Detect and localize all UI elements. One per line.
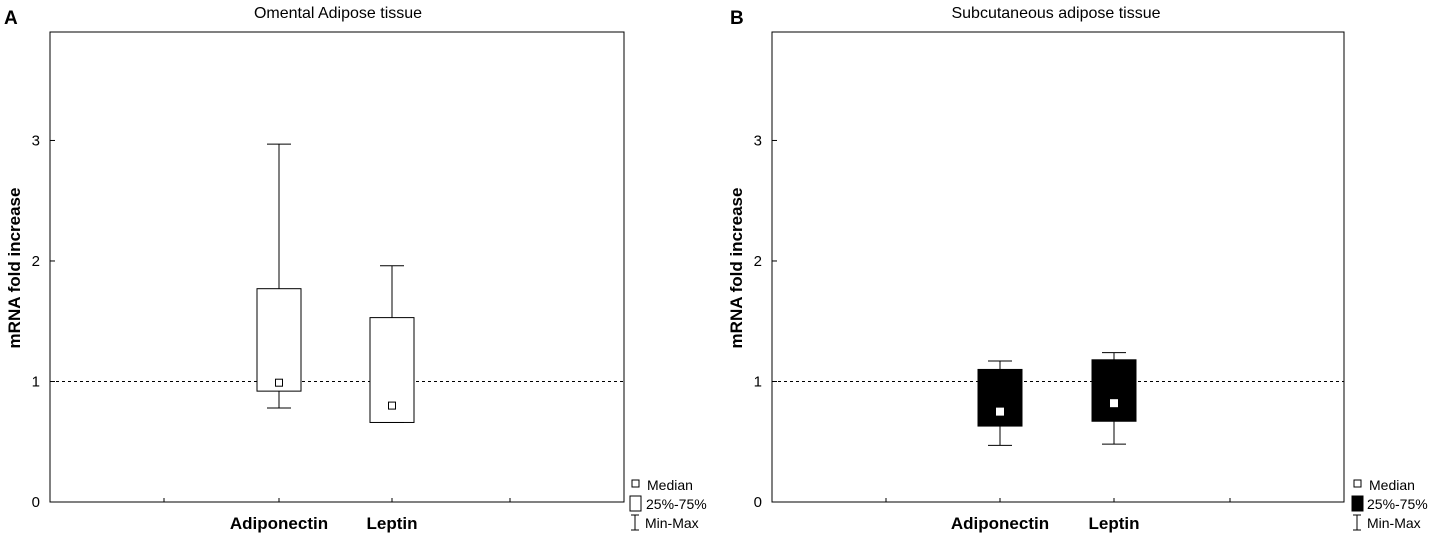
panel-b-letter: B	[730, 8, 744, 29]
panel-b-legend-median-label: Median	[1369, 477, 1415, 493]
panel-b-legend-box-label: 25%-75%	[1367, 496, 1428, 512]
panel-a-legend-median-label: Median	[647, 477, 693, 493]
panel-a-leptin-median-marker	[388, 401, 396, 410]
panel-b-adiponectin-box-group	[977, 360, 1023, 446]
panel-a-leptin-box-group	[369, 265, 415, 423]
panel-a-plot: 0 1 2 3 Adiponectin Leptin	[32, 31, 625, 533]
panel-b-y-tick-label: 3	[754, 132, 762, 149]
panel-a-letter: A	[4, 8, 18, 29]
panel-a-adiponectin-median-marker	[275, 378, 283, 387]
panel-a-legend: Median 25%-75% Min-Max	[629, 477, 707, 531]
panel-a-y-tick-label: 0	[32, 494, 40, 511]
panel-a-legend-box-label: 25%-75%	[646, 496, 707, 512]
panel-a-y-axis-label: mRNA fold increase	[5, 188, 24, 349]
panel-b-leptin-median-marker	[1110, 399, 1118, 408]
panel-a-x-category-label: Leptin	[367, 514, 418, 533]
panel-a-title: Omental Adipose tissue	[254, 5, 422, 22]
panel-b-y-axis-label: mRNA fold increase	[727, 188, 746, 349]
panel-b-adiponectin-median-marker	[996, 407, 1004, 416]
panel-a-legend-box-swatch	[629, 495, 642, 512]
panel-a-legend-whisker-label: Min-Max	[645, 515, 699, 531]
panel-b-adiponectin-iqr-box	[977, 368, 1023, 427]
panel-b-legend-whisker-label: Min-Max	[1367, 515, 1421, 531]
panel-b-legend-median-swatch	[1353, 479, 1362, 488]
panel-a-legend-whisker-swatch	[631, 514, 639, 531]
panel-a-adiponectin-box-group	[256, 143, 302, 409]
panel-b-y-tick-label: 2	[754, 253, 762, 270]
panel-a-y-tick-label: 3	[32, 132, 40, 149]
panel-b-plot-frame	[771, 31, 1345, 503]
panel-b-title: Subcutaneous adipose tissue	[951, 5, 1160, 22]
panel-b-x-category-label: Leptin	[1089, 514, 1140, 533]
panel-b-legend-whisker-swatch	[1353, 514, 1361, 531]
plot-layer: 0 1 2 3 Adiponectin Leptin 0 1 2 3 Adiponectin Lept…	[32, 31, 1345, 533]
panel-b-leptin-iqr-box	[1091, 359, 1137, 422]
panel-a-x-category-label: Adiponectin	[230, 514, 328, 533]
panel-a-plot-frame	[49, 31, 625, 503]
panel-a-legend-median-swatch	[631, 479, 640, 488]
panel-b-leptin-box-group	[1091, 352, 1137, 445]
panel-a-y-tick-label: 1	[32, 373, 40, 390]
panel-b-y-tick-label: 0	[754, 494, 762, 511]
panel-b-legend: Median 25%-75% Min-Max	[1351, 477, 1428, 531]
panel-b-legend-box-swatch	[1351, 495, 1364, 512]
panel-b-plot: 0 1 2 3 Adiponectin Leptin	[754, 31, 1345, 533]
panel-a-y-tick-label: 2	[32, 253, 40, 270]
panel-a-adiponectin-iqr-box	[256, 288, 302, 392]
panel-b-x-category-label: Adiponectin	[951, 514, 1049, 533]
panel-b-y-tick-label: 1	[754, 373, 762, 390]
